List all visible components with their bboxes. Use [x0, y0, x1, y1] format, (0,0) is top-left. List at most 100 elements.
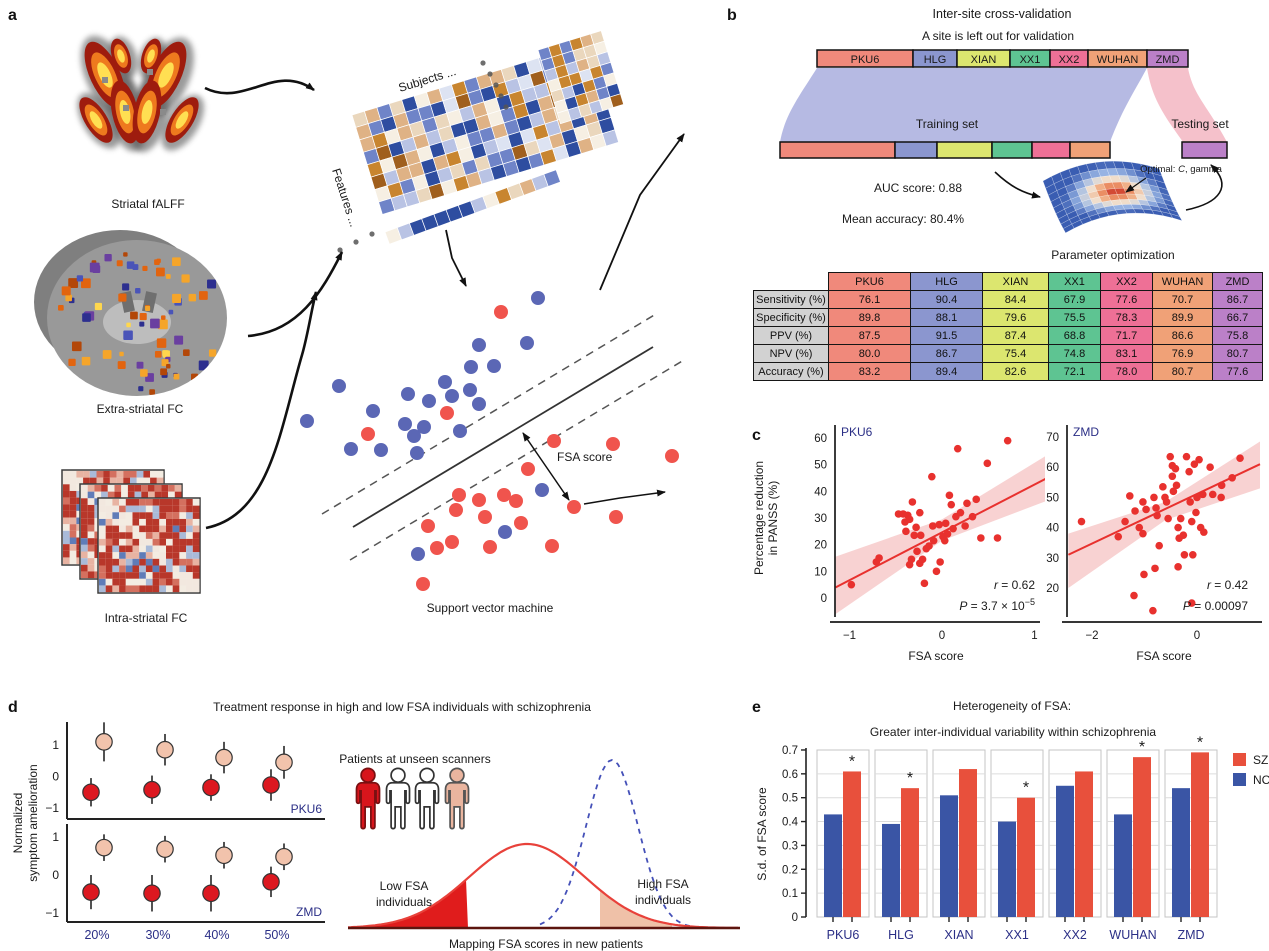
r-value: r = 0.62: [994, 578, 1035, 592]
fc-cell: [136, 471, 144, 478]
fc-cell: [119, 578, 126, 586]
svm-scatter: [300, 291, 679, 591]
y-tick-label: −1: [45, 906, 59, 920]
fc-cell: [192, 538, 200, 546]
table-row-header: Accuracy (%): [753, 362, 829, 381]
svm-dot-blue: [487, 359, 501, 373]
person-body: [385, 781, 411, 830]
svm-dot-blue: [366, 404, 380, 418]
fc-cell: [123, 471, 130, 478]
fc-cell: [132, 552, 140, 559]
table-cell: 82.6: [982, 362, 1049, 381]
fc-cell: [179, 545, 187, 553]
fc-voxel: [145, 305, 151, 311]
fc-cell: [69, 537, 77, 545]
mapping-caption: Mapping FSA scores in new patients: [449, 937, 643, 951]
p-value: P = 3.7 × 10−5: [959, 597, 1035, 613]
scatter-point: [920, 579, 929, 588]
svm-dot-blue: [398, 417, 412, 431]
brain-blob-voxel: [123, 105, 129, 111]
svm-dot-red: [478, 510, 492, 524]
fsa-distribution: [347, 759, 740, 930]
site-segment-label: WUHAN: [1097, 54, 1139, 66]
fc-cell: [186, 499, 193, 506]
fc-cell: [99, 545, 106, 553]
fc-cell: [132, 505, 140, 513]
table-cell: 76.1: [828, 290, 911, 309]
fsa-score-xlabel-1: FSA score: [908, 649, 964, 663]
svm-dot-blue: [300, 414, 314, 428]
scatter-point: [925, 542, 933, 550]
scatter-point: [910, 531, 919, 540]
significance-asterisk: *: [1197, 734, 1203, 751]
high-fsa-dot: [156, 740, 174, 759]
fc-cell: [99, 525, 106, 533]
extra-striatal-label: Extra-striatal FC: [97, 402, 184, 416]
fc-cell: [83, 471, 90, 478]
fc-voxel: [104, 254, 112, 262]
fc-voxel: [207, 279, 217, 289]
y-tick-label: 30: [814, 513, 827, 525]
fc-cell: [139, 585, 146, 593]
scatter-point: [943, 530, 952, 538]
confidence-band: [1068, 441, 1260, 588]
brain-blob: [89, 111, 103, 129]
fc-cell: [168, 491, 175, 499]
scatter-point: [1182, 452, 1191, 461]
fc-cell: [148, 485, 155, 492]
amelioration-axis-label: Normalizedsymptom amelioration: [11, 764, 40, 881]
fc-cell: [145, 558, 153, 566]
fc-cell: [192, 505, 200, 513]
fc-cell: [125, 558, 133, 566]
fc-cell: [125, 532, 133, 539]
scatter-point: [1186, 498, 1194, 506]
fc-cell: [63, 497, 70, 505]
table-cell: 77.6: [1212, 362, 1263, 381]
fc-cell: [145, 578, 153, 586]
scatter-point: [1003, 436, 1012, 445]
fc-cell: [132, 538, 140, 546]
svm-margin-lower: [349, 359, 685, 561]
regression-line: [835, 478, 1045, 589]
fc-cell: [172, 545, 180, 553]
low-fsa-dot: [262, 776, 280, 794]
fc-cell: [112, 532, 120, 539]
high-fsa-dot: [95, 733, 113, 751]
high-fsa-dot: [215, 748, 233, 767]
person-body: [414, 781, 440, 830]
fc-cell: [179, 525, 187, 533]
fc-cell: [186, 585, 193, 593]
dotplot-pku6: 1 0 −1: [45, 722, 325, 820]
fc-cell: [94, 485, 102, 492]
x-tick-label: 20%: [84, 928, 109, 942]
training-segment-xian: [936, 141, 993, 159]
fc-cell: [83, 477, 90, 485]
fc-cell: [179, 518, 187, 526]
fc-cell: [125, 505, 133, 513]
fc-cell: [63, 477, 70, 485]
panel-d: d Treatment response in high and low FSA…: [8, 699, 740, 951]
fc-cell: [141, 485, 148, 492]
person-icon: [385, 767, 411, 830]
fc-cell: [192, 565, 200, 573]
fc-voxel: [156, 267, 165, 277]
fc-voxel: [126, 261, 135, 269]
intra-striatal-label: Intra-striatal FC: [105, 611, 188, 625]
x-tick-label: 50%: [264, 928, 289, 942]
person-head: [419, 767, 435, 784]
fc-cell: [125, 572, 133, 579]
scatter-point: [972, 495, 981, 504]
fc-cell: [139, 552, 146, 559]
scatter-point: [1192, 508, 1200, 517]
fc-cell: [159, 552, 166, 559]
bar-nc-hlg: [882, 823, 900, 917]
fc-cell: [87, 571, 95, 579]
fc-cell: [63, 510, 70, 518]
bar-nc-zmd: [1172, 788, 1190, 917]
y-tick-label: 1: [52, 830, 59, 844]
fc-cell: [143, 471, 151, 478]
ventricle: [103, 300, 171, 344]
svm-dot-blue: [453, 424, 467, 438]
svm-dot-blue: [520, 336, 534, 350]
fc-cell: [186, 525, 193, 533]
